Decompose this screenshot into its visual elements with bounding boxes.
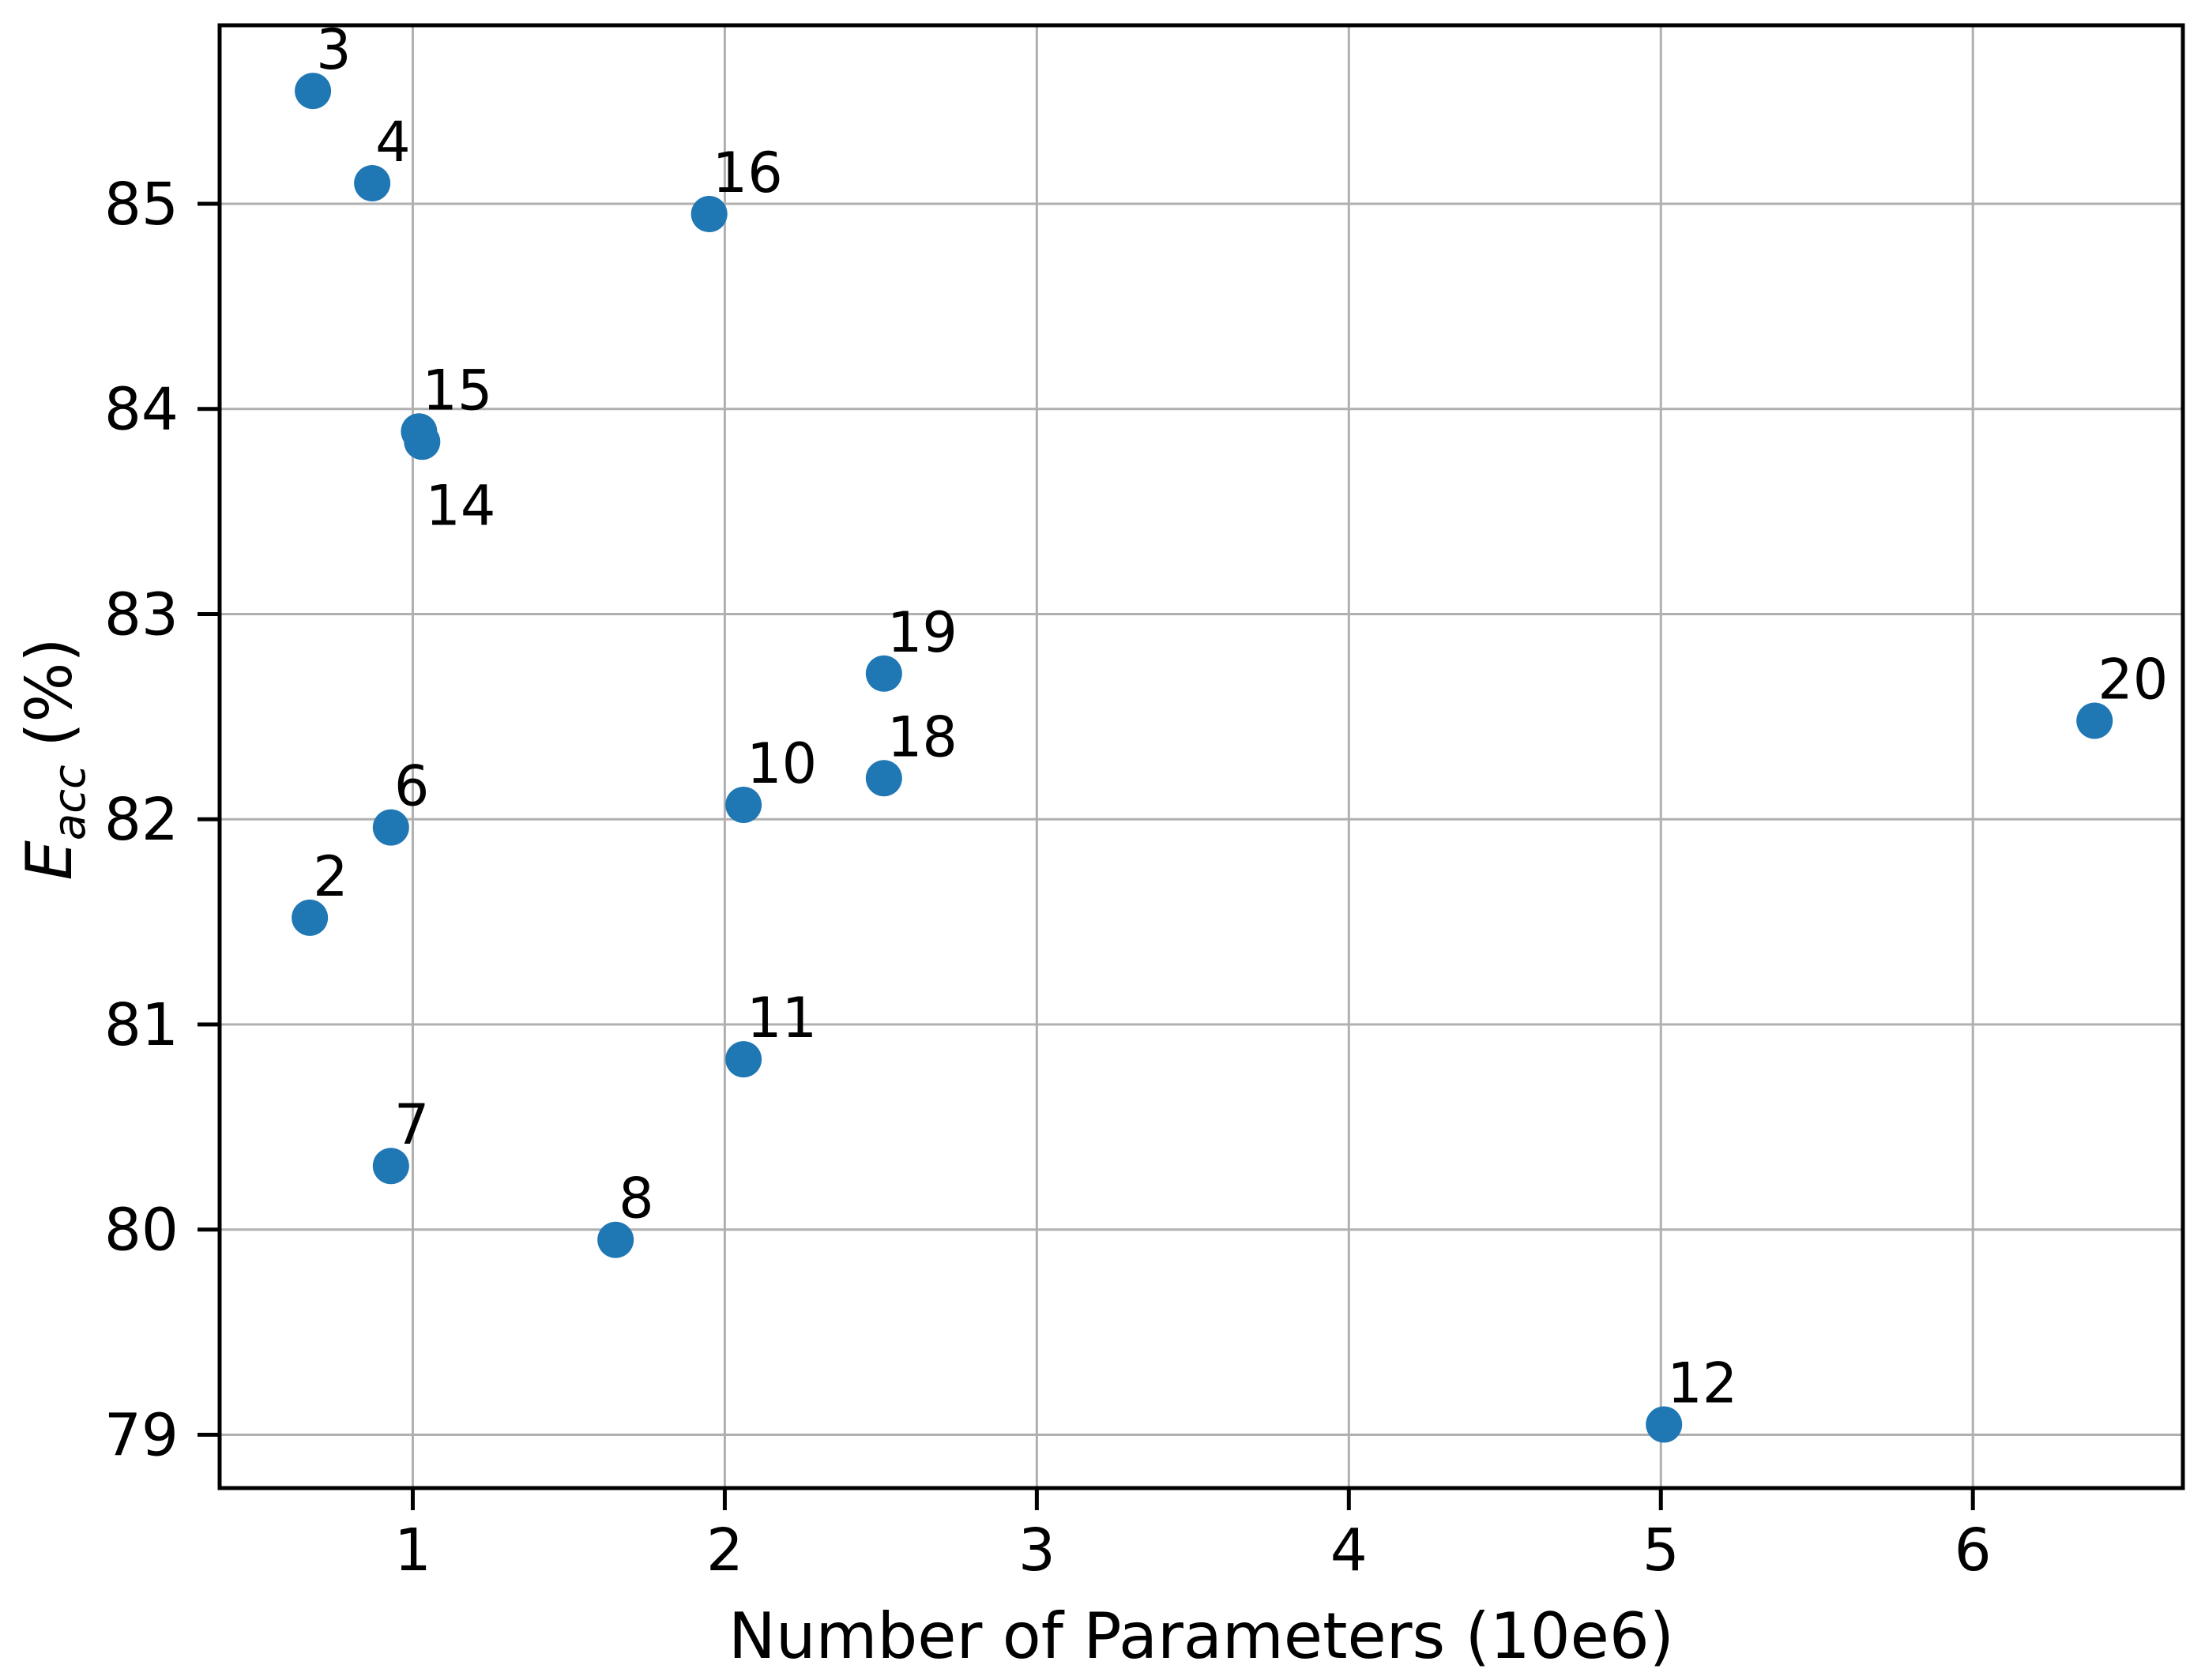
point-label-14: 14 [425,473,495,538]
point-label-8: 8 [619,1167,654,1231]
point-label-18: 18 [887,705,958,769]
point-label-12: 12 [1667,1351,1737,1415]
point-label-11: 11 [747,986,817,1050]
point-label-4: 4 [375,110,411,175]
data-point-15 [401,413,438,450]
data-point-16 [690,195,728,232]
x-axis-label: Number of Parameters (10e6) [728,1599,1674,1673]
data-point-8 [597,1221,634,1258]
x-tick-label-4: 4 [1330,1517,1368,1584]
y-axis-label-symbol: E [13,840,86,881]
point-label-6: 6 [394,754,430,819]
data-point-12 [1646,1406,1683,1443]
data-point-20 [2076,702,2113,739]
data-point-11 [725,1041,762,1078]
y-tick-label-85: 85 [104,171,179,239]
x-tick-label-2: 2 [706,1517,743,1584]
y-tick-label-82: 82 [104,786,179,854]
point-label-10: 10 [747,731,817,796]
data-point-4 [354,165,391,202]
x-tick-label-3: 3 [1018,1517,1055,1584]
data-point-6 [372,809,409,846]
x-tick-label-6: 6 [1955,1517,1992,1584]
data-point-19 [865,655,902,692]
y-tick-label-79: 79 [104,1401,179,1469]
y-tick-label-83: 83 [104,581,179,648]
point-label-3: 3 [316,17,352,82]
data-point-2 [292,899,329,936]
data-point-18 [865,760,902,797]
x-tick-label-1: 1 [394,1517,431,1584]
y-axis-label: Eacc (%) [12,443,96,1075]
point-label-16: 16 [713,141,783,205]
point-label-19: 19 [887,600,958,665]
y-tick-label-84: 84 [104,376,179,444]
point-label-15: 15 [422,358,492,423]
y-axis-label-subscript: acc [44,765,96,841]
y-tick-label-80: 80 [104,1197,179,1265]
y-tick-label-81: 81 [104,991,179,1059]
point-label-7: 7 [394,1092,430,1157]
data-point-3 [295,73,332,110]
point-label-2: 2 [313,844,348,909]
y-axis-label-unit: (%) [13,637,86,747]
point-label-20: 20 [2098,648,2168,712]
x-tick-label-5: 5 [1642,1517,1680,1584]
data-point-10 [725,787,762,824]
plot-border [217,23,2185,1490]
data-point-7 [372,1148,409,1185]
